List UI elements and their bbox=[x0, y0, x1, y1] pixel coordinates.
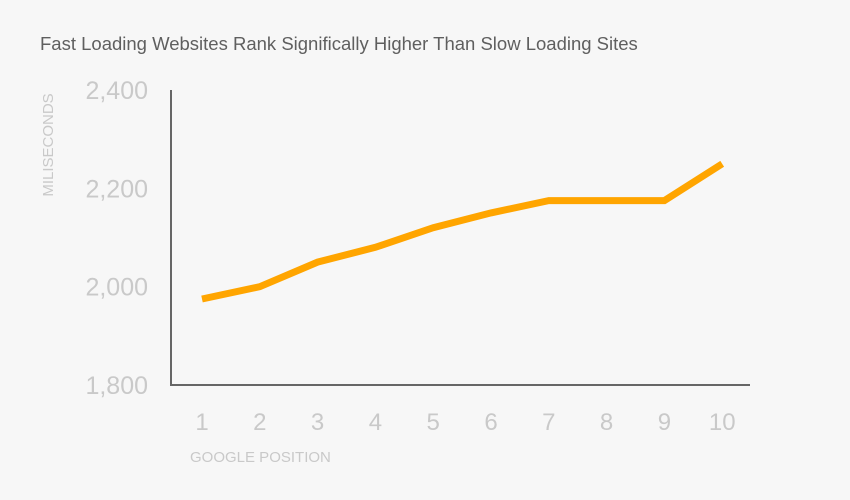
x-tick-label: 10 bbox=[709, 409, 736, 436]
x-axis-label: GOOGLE POSITION bbox=[190, 449, 331, 466]
x-tick-label: 6 bbox=[484, 409, 497, 436]
x-tick-label: 2 bbox=[253, 409, 266, 436]
x-tick-label: 7 bbox=[542, 409, 555, 436]
series-line bbox=[201, 160, 725, 303]
chart-title: Fast Loading Websites Rank Significally … bbox=[40, 33, 638, 54]
x-tick-label: 1 bbox=[195, 409, 208, 436]
x-tick-label: 9 bbox=[658, 409, 671, 436]
y-tick-label: 2,400 bbox=[85, 77, 148, 105]
y-tick-label: 1,800 bbox=[85, 372, 148, 400]
y-tick-label: 2,000 bbox=[85, 274, 148, 302]
x-tick-label: 5 bbox=[427, 409, 440, 436]
x-tick-label: 3 bbox=[311, 409, 324, 436]
x-tick-label: 4 bbox=[369, 409, 382, 436]
y-tick-label: 2,200 bbox=[85, 175, 148, 203]
y-axis-label: MILISECONDS bbox=[40, 93, 57, 196]
x-tick-label: 8 bbox=[600, 409, 613, 436]
